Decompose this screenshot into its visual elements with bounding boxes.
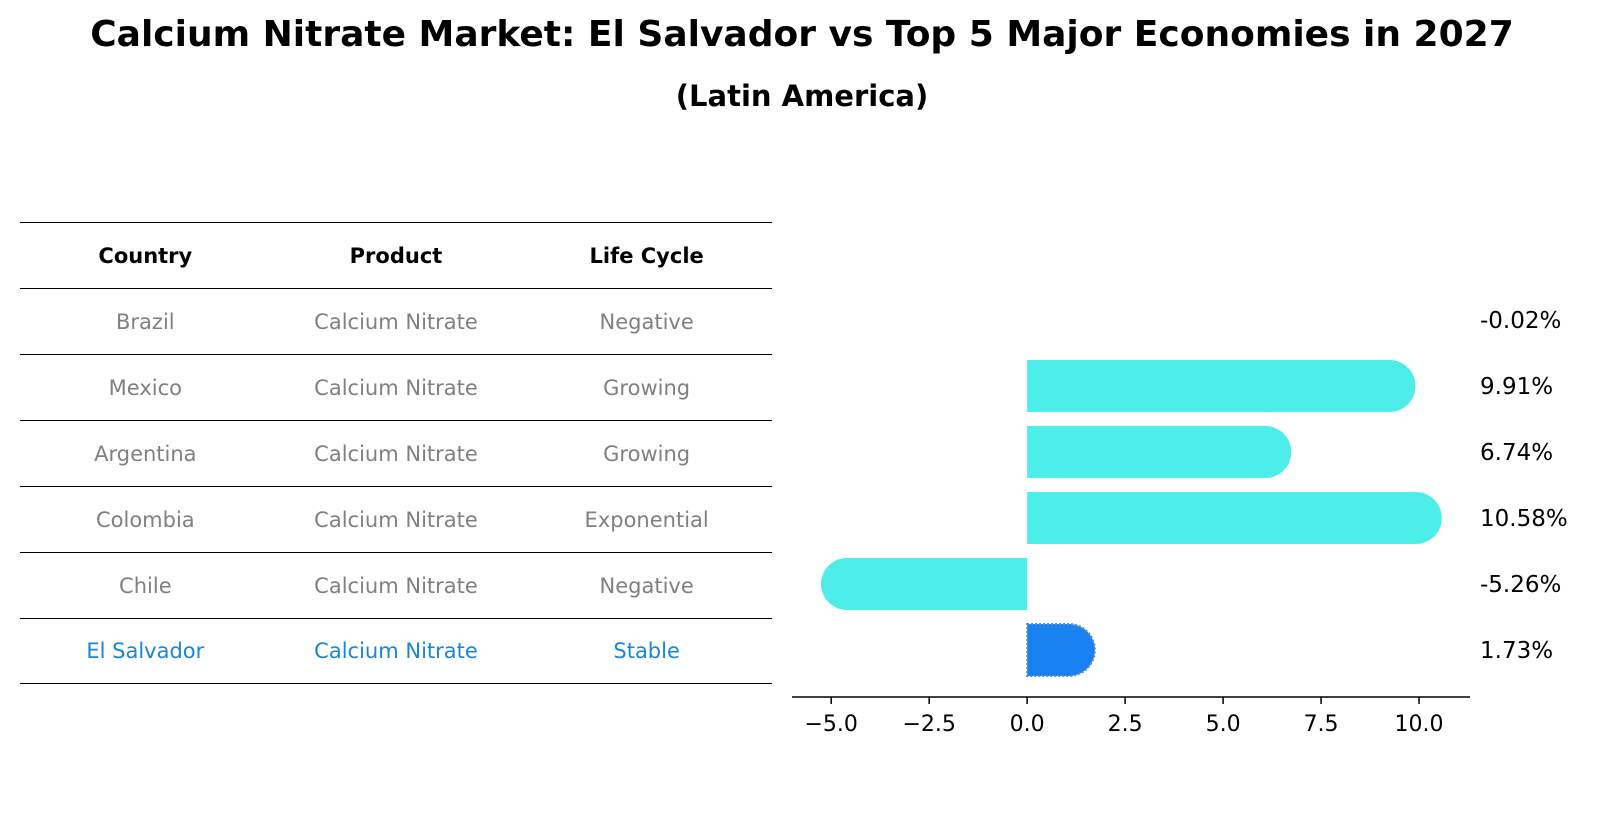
cell-product: Calcium Nitrate [314,441,478,466]
cell-life-cycle: Stable [613,639,680,663]
cell-country: El Salvador [86,639,205,663]
cell-product: Calcium Nitrate [314,375,478,400]
cell-country: Colombia [95,507,195,532]
table-row: Argentina Calcium Nitrate Growing [20,420,772,486]
value-label: -0.02% [1480,308,1561,334]
table-row: Mexico Calcium Nitrate Growing [20,354,772,420]
table-row: Chile Calcium Nitrate Negative [20,552,772,618]
cell-life-cycle: Growing [603,441,691,466]
country-table: Country Product Life Cycle Brazil Calciu… [20,222,772,684]
bar-el-salvador [1026,623,1096,677]
cell-country: Chile [119,573,172,598]
chart-title: Calcium Nitrate Market: El Salvador vs T… [90,14,1514,55]
cell-product: Calcium Nitrate [314,507,478,532]
cell-country: Brazil [116,309,175,334]
cell-product: Calcium Nitrate [314,573,478,598]
cell-life-cycle: Exponential [584,507,709,532]
x-tick-label: 10.0 [1395,712,1444,737]
bar-chile [821,558,1028,610]
cell-country: Mexico [108,375,182,400]
column-header-life-cycle: Life Cycle [589,243,704,268]
column-header-product: Product [349,243,443,268]
cell-product: Calcium Nitrate [314,309,478,334]
cell-life-cycle: Negative [599,309,694,334]
table-header-row: Country Product Life Cycle [20,222,772,288]
value-label: 6.74% [1480,440,1553,466]
x-tick-label: 2.5 [1108,712,1143,737]
x-tick-label: −2.5 [902,712,955,737]
bar-argentina [1027,426,1292,478]
bar-colombia [1027,492,1442,544]
x-tick-label: 0.0 [1010,712,1045,737]
cell-life-cycle: Negative [599,573,694,598]
x-tick-label: 5.0 [1206,712,1241,737]
value-label: 10.58% [1480,506,1568,532]
x-tick-label: −5.0 [804,712,857,737]
value-label: 9.91% [1480,374,1553,400]
value-label: 1.73% [1480,638,1553,664]
cell-product: Calcium Nitrate [314,639,478,663]
column-header-country: Country [98,243,193,268]
cell-life-cycle: Growing [603,375,691,400]
table-row: Brazil Calcium Nitrate Negative [20,288,772,354]
value-label: -5.26% [1480,572,1561,598]
table-row: Colombia Calcium Nitrate Exponential [20,486,772,552]
table-row-highlighted: El Salvador Calcium Nitrate Stable [20,618,772,684]
x-tick-label: 7.5 [1304,712,1339,737]
bar-mexico [1027,360,1416,412]
chart-subtitle: (Latin America) [675,79,929,113]
cell-country: Argentina [94,441,197,466]
